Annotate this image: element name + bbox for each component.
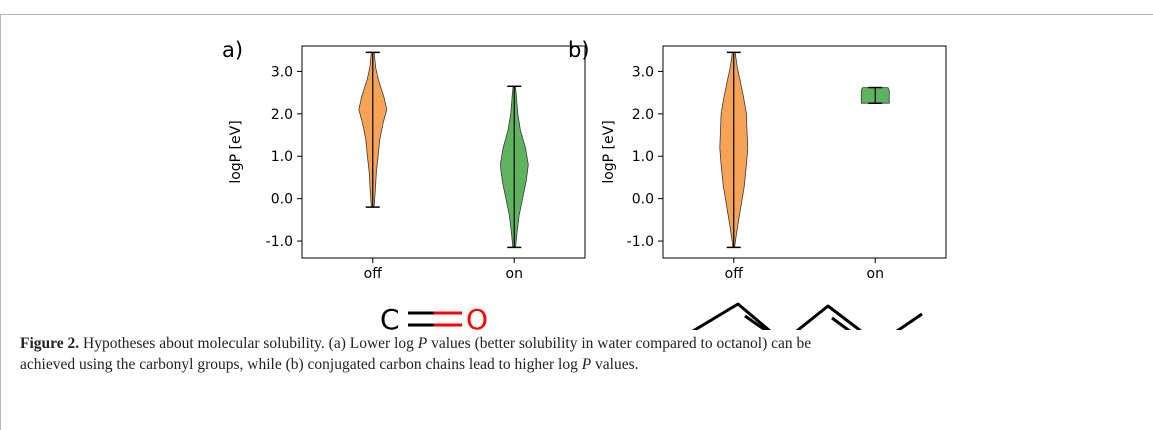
caption-italic-p-2: P bbox=[581, 356, 592, 373]
carbon-chain-backbone bbox=[692, 302, 923, 330]
figure-caption: Figure 2. Hypotheses about molecular sol… bbox=[20, 333, 1130, 375]
x-tick-label-on: on bbox=[867, 266, 884, 282]
left-rule bbox=[0, 14, 1, 430]
y-tick-label: 3.0 bbox=[632, 64, 654, 80]
top-rule bbox=[0, 14, 1153, 15]
caption-label: Figure 2. bbox=[20, 335, 80, 352]
double-bond-2 bbox=[831, 316, 851, 330]
panel-a-ylabel: logP [eV] bbox=[228, 120, 244, 183]
y-tick-label: 1.0 bbox=[271, 149, 293, 165]
y-tick-label: 1.0 bbox=[632, 149, 654, 165]
caption-text-1: Hypotheses about molecular solubility. (… bbox=[79, 335, 418, 352]
caption-text-2b: values. bbox=[591, 356, 639, 373]
panel-a-label: a) bbox=[222, 38, 243, 62]
conjugated-carbon-chain-molecule bbox=[692, 302, 923, 330]
carbon-atom-label: C bbox=[380, 303, 400, 330]
oxygen-atom-label: O bbox=[466, 303, 488, 330]
panel-b-label: b) bbox=[568, 38, 590, 62]
panel-b: b) logP [eV] -1.0 0.0 1.0 2.0 3.0 off on bbox=[568, 38, 947, 330]
panel-a-violins bbox=[358, 51, 529, 249]
carbonyl-molecule: C O bbox=[380, 303, 488, 330]
caption-text-2: achieved using the carbonyl groups, whil… bbox=[20, 356, 582, 373]
figure-canvas: a) logP [eV] -1.0 0.0 1.0 2.0 3.0 off on C O b… bbox=[222, 38, 947, 330]
y-tick-label: -1.0 bbox=[266, 234, 293, 250]
x-tick-label-off: off bbox=[725, 266, 744, 282]
panel-b-ticks: -1.0 0.0 1.0 2.0 3.0 off on bbox=[627, 64, 884, 282]
panel-a-ticks: -1.0 0.0 1.0 2.0 3.0 off on bbox=[266, 64, 523, 282]
y-tick-label: 0.0 bbox=[632, 192, 654, 208]
x-tick-label-off: off bbox=[364, 266, 383, 282]
panel-b-ylabel: logP [eV] bbox=[601, 120, 617, 183]
x-tick-label-on: on bbox=[506, 266, 523, 282]
y-tick-label: 2.0 bbox=[632, 107, 654, 123]
panel-a: a) logP [eV] -1.0 0.0 1.0 2.0 3.0 off on C O bbox=[222, 38, 586, 330]
y-tick-label: 2.0 bbox=[271, 107, 293, 123]
panel-a-axes-frame bbox=[301, 45, 586, 259]
double-bond-1 bbox=[744, 314, 768, 330]
panel-b-violins bbox=[719, 51, 890, 249]
panel-b-axes-frame bbox=[662, 45, 947, 259]
caption-italic-p-1: P bbox=[417, 335, 428, 352]
y-tick-label: 3.0 bbox=[271, 64, 293, 80]
y-tick-label: 0.0 bbox=[271, 192, 293, 208]
caption-text-1b: values (better solubility in water compa… bbox=[427, 335, 812, 352]
y-tick-label: -1.0 bbox=[627, 234, 654, 250]
